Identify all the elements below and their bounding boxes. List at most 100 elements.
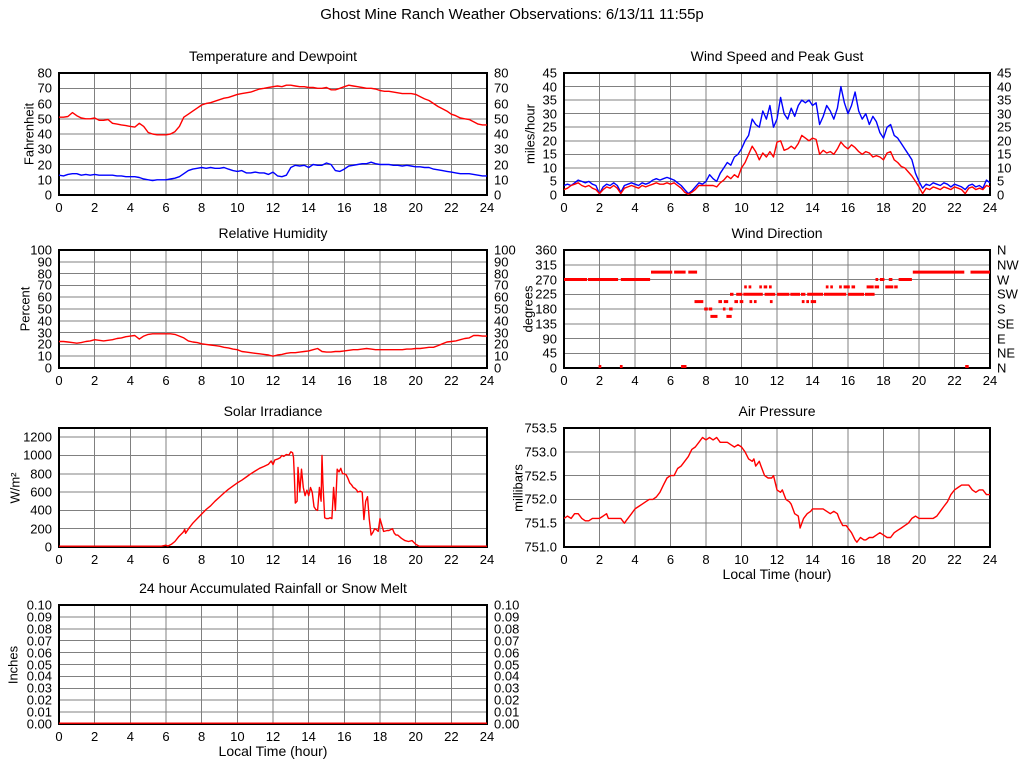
chart-solar-irradiance: Solar Irradiance W/m² 0 200 400 600 800 1000 1… (8, 403, 495, 566)
x-tick-label: 14 (301, 373, 316, 388)
x-tick-label: 24 (479, 200, 495, 215)
x-tick-label: 10 (230, 373, 245, 388)
x-tick-label: 12 (265, 552, 281, 567)
plot-border (58, 604, 488, 725)
x-tick-label: 12 (769, 373, 785, 388)
x-tick-label: 10 (230, 552, 245, 567)
x-tick-label: 16 (337, 729, 352, 744)
y-tick-label-left: 45 (542, 65, 557, 81)
plot-area (563, 72, 991, 196)
compass-label: S (997, 301, 1006, 317)
y-tick-label-left: 751.5 (524, 515, 557, 531)
x-tick-label: 4 (631, 200, 639, 215)
x-tick-label: 22 (444, 200, 459, 215)
x-tick-label: 14 (805, 373, 820, 388)
x-tick-label: 6 (666, 200, 675, 215)
chart-wind-direction: Wind Direction degrees 0 N 45 NE 90 E 135 SE 180… (521, 225, 1019, 387)
y-tick-label-right: 0 (494, 187, 502, 203)
x-tick-label: 0 (55, 552, 63, 567)
y-tick-label-left: 751.0 (524, 539, 557, 555)
x-tick-label: 6 (162, 552, 170, 567)
x-tick-label: 20 (911, 200, 927, 215)
y-tick-label-left: 1000 (23, 447, 52, 463)
y-tick-label-left: 0.03 (26, 680, 52, 696)
x-tick-label: 20 (408, 552, 423, 567)
y-tick-label-right: 0.10 (494, 597, 520, 613)
y-tick-label-left: 20 (37, 157, 52, 172)
y-tick-label-right: 15 (997, 146, 1012, 162)
y-tick-label-right: 10 (494, 172, 509, 188)
x-tick-label: 22 (444, 729, 459, 744)
x-tick-label: 6 (666, 373, 675, 388)
y-tick-label-left: 50 (37, 111, 52, 127)
y-tick-label-left: 0.00 (26, 716, 52, 732)
x-tick-label: 4 (126, 552, 134, 567)
y-tick-label-left: 100 (30, 242, 52, 258)
y-tick-label-right: 40 (494, 126, 509, 142)
y-tick-label-left: 45 (542, 345, 557, 361)
y-tick-label-left: 60 (37, 96, 52, 111)
x-tick-label: 0 (560, 552, 568, 567)
x-tick-label: 10 (230, 200, 245, 215)
y-tick-label-left: 753.5 (524, 420, 557, 436)
y-tick-label-left: 753.0 (524, 444, 557, 460)
plot-area (58, 427, 488, 548)
x-tick-label: 18 (876, 200, 891, 215)
x-tick-label: 12 (265, 200, 281, 215)
y-tick-label-left: 70 (37, 80, 52, 96)
x-tick-label: 8 (198, 729, 206, 744)
plot-border (563, 249, 991, 369)
x-tick-label: 10 (230, 729, 245, 744)
y-tick-label-right: 40 (997, 79, 1012, 95)
chart-temperature-dewpoint: Temperature and Dewpoint Fahrenheit 0 0 10… (22, 48, 509, 214)
y-tick-label-left: 0.06 (26, 645, 52, 661)
x-tick-label: 10 (734, 552, 749, 567)
x-tick-label: 2 (91, 729, 99, 744)
x-tick-label: 8 (198, 552, 206, 567)
y-tick-label-left: 40 (542, 79, 557, 95)
series-temperature (59, 84, 487, 136)
plot-border (563, 427, 991, 548)
y-tick-label-right: 20 (997, 133, 1012, 149)
x-tick-label: 20 (408, 200, 423, 215)
y-tick-label-left: 0.08 (26, 621, 52, 637)
series-peak-gust (563, 85, 991, 195)
compass-label: NE (997, 345, 1016, 361)
y-tick-label-right: 5 (997, 173, 1005, 189)
x-tick-label: 24 (982, 552, 998, 567)
y-tick-label-left: 80 (37, 65, 52, 81)
x-tick-label: 16 (840, 552, 856, 567)
x-tick-label: 0 (55, 200, 63, 215)
x-tick-label: 16 (337, 373, 352, 388)
x-tick-label: 12 (769, 552, 785, 567)
x-tick-label: 12 (769, 200, 785, 215)
x-tick-label: 14 (805, 200, 820, 215)
x-tick-label: 22 (444, 552, 459, 567)
y-tick-label-left: 20 (37, 336, 52, 352)
chart-title: Relative Humidity (218, 225, 328, 241)
plot-border (58, 72, 488, 196)
y-axis-label: degrees (520, 285, 536, 333)
y-tick-label-left: 35 (542, 92, 557, 108)
plot-area (58, 72, 488, 196)
compass-label: E (997, 331, 1006, 346)
x-tick-label: 2 (595, 552, 604, 567)
y-tick-label-left: 0 (44, 539, 52, 555)
x-tick-label: 8 (702, 373, 710, 388)
x-tick-label: 6 (162, 373, 170, 388)
y-tick-label-right: 60 (494, 96, 509, 111)
compass-label: SE (997, 316, 1015, 332)
chart-air-pressure: Air Pressure millibars Local Time (hour)… (511, 403, 998, 582)
plot-area (563, 427, 991, 548)
x-tick-label: 22 (444, 373, 459, 388)
x-tick-label: 14 (805, 552, 820, 567)
y-axis-label: miles/hour (522, 104, 538, 164)
x-tick-label: 14 (301, 729, 316, 744)
y-tick-label-right: 45 (997, 65, 1012, 81)
y-tick-label-left: 600 (30, 484, 52, 500)
compass-label: SW (997, 286, 1018, 302)
y-tick-label-right: 25 (997, 119, 1012, 135)
x-tick-label: 20 (408, 373, 423, 388)
y-tick-label-left: 80 (37, 266, 52, 282)
